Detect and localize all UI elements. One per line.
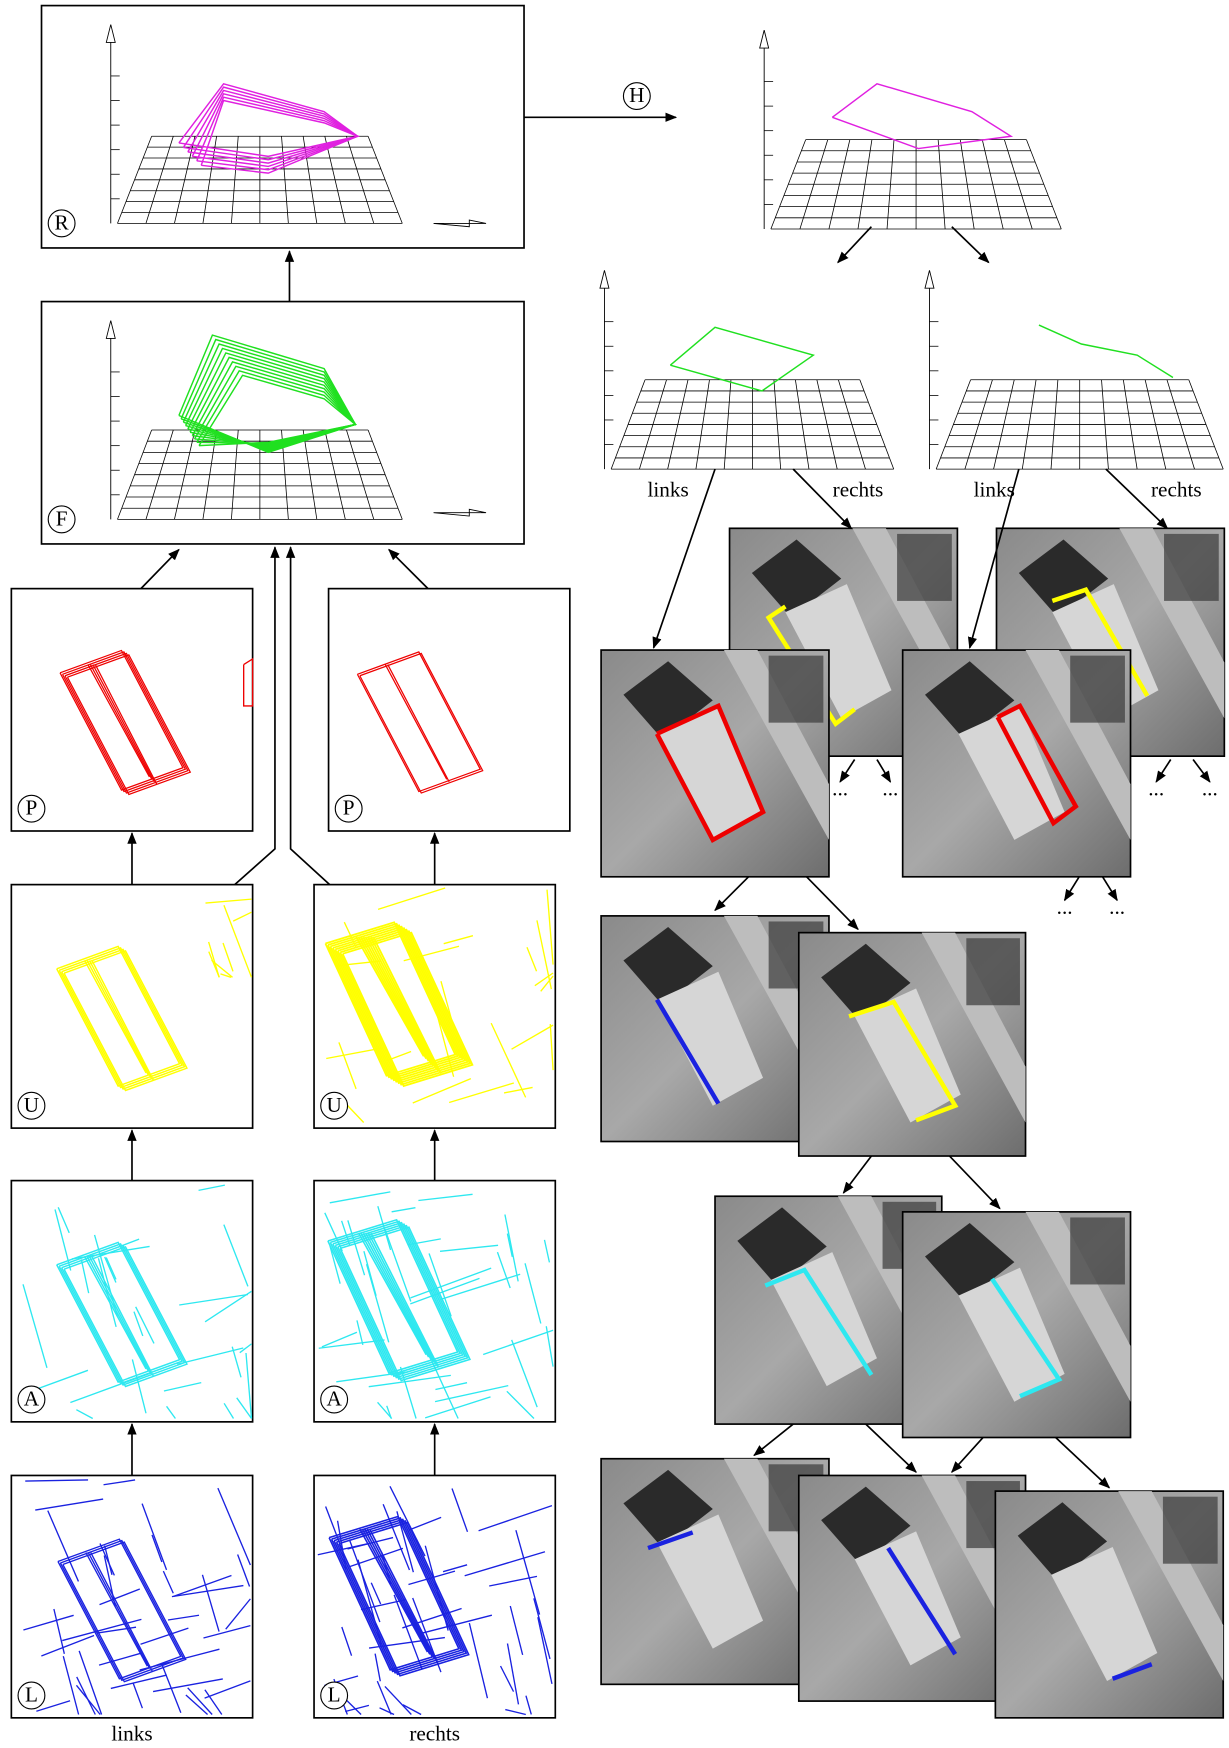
ellipsis: ... — [1148, 777, 1164, 801]
arrow — [754, 1424, 793, 1455]
arrow — [1056, 1437, 1110, 1487]
outline — [832, 84, 1011, 149]
arrow — [141, 550, 179, 589]
ellipsis: ... — [1202, 777, 1218, 801]
connector — [291, 547, 330, 884]
view-label: links — [647, 477, 688, 501]
image-patch — [995, 1491, 1223, 1718]
figure: R H F P P U U A A L Llinks rechts links rechts links re… — [0, 0, 1229, 1748]
shade — [897, 534, 952, 601]
shade — [1164, 534, 1219, 601]
image-patch — [903, 650, 1131, 877]
outline — [1039, 325, 1173, 377]
view-label: links — [974, 477, 1015, 501]
ellipsis: ... — [832, 777, 848, 801]
stage-label: P — [26, 796, 38, 820]
arrow — [715, 877, 749, 911]
arrow — [952, 1437, 983, 1472]
image-patch — [601, 650, 829, 877]
panel — [11, 885, 252, 1128]
stage-label: H — [629, 83, 644, 107]
arrow — [950, 1156, 1000, 1208]
panel — [11, 1475, 252, 1717]
shade — [1070, 656, 1125, 723]
stage-label: L — [25, 1682, 38, 1706]
stage-label: F — [56, 506, 68, 530]
stage-label: U — [24, 1093, 39, 1117]
arrow — [389, 550, 428, 589]
axis-arrow — [760, 30, 769, 48]
outline — [670, 327, 813, 391]
view-label: rechts — [833, 477, 884, 501]
arrow — [838, 227, 872, 263]
shade — [1163, 1497, 1218, 1564]
stage-label: U — [326, 1093, 341, 1117]
image-patch — [601, 1459, 829, 1685]
image-patch — [903, 1212, 1131, 1438]
image-patch — [601, 916, 829, 1142]
view-label: links — [111, 1722, 152, 1746]
stage-label: A — [326, 1387, 342, 1411]
image-patch — [799, 933, 1026, 1156]
stage-label: L — [328, 1682, 341, 1706]
view-label: rechts — [409, 1722, 460, 1746]
stage-label: R — [55, 210, 70, 234]
axis-arrow — [600, 270, 609, 288]
arrow — [952, 227, 989, 263]
panel — [11, 589, 252, 831]
shade — [966, 938, 1020, 1005]
stage-label: P — [343, 796, 355, 820]
shade — [769, 656, 824, 723]
view-label: rechts — [1151, 477, 1202, 501]
arrow — [843, 1156, 871, 1193]
shade — [1070, 1217, 1125, 1284]
axis-arrow — [925, 270, 934, 288]
stage-label: A — [24, 1387, 40, 1411]
